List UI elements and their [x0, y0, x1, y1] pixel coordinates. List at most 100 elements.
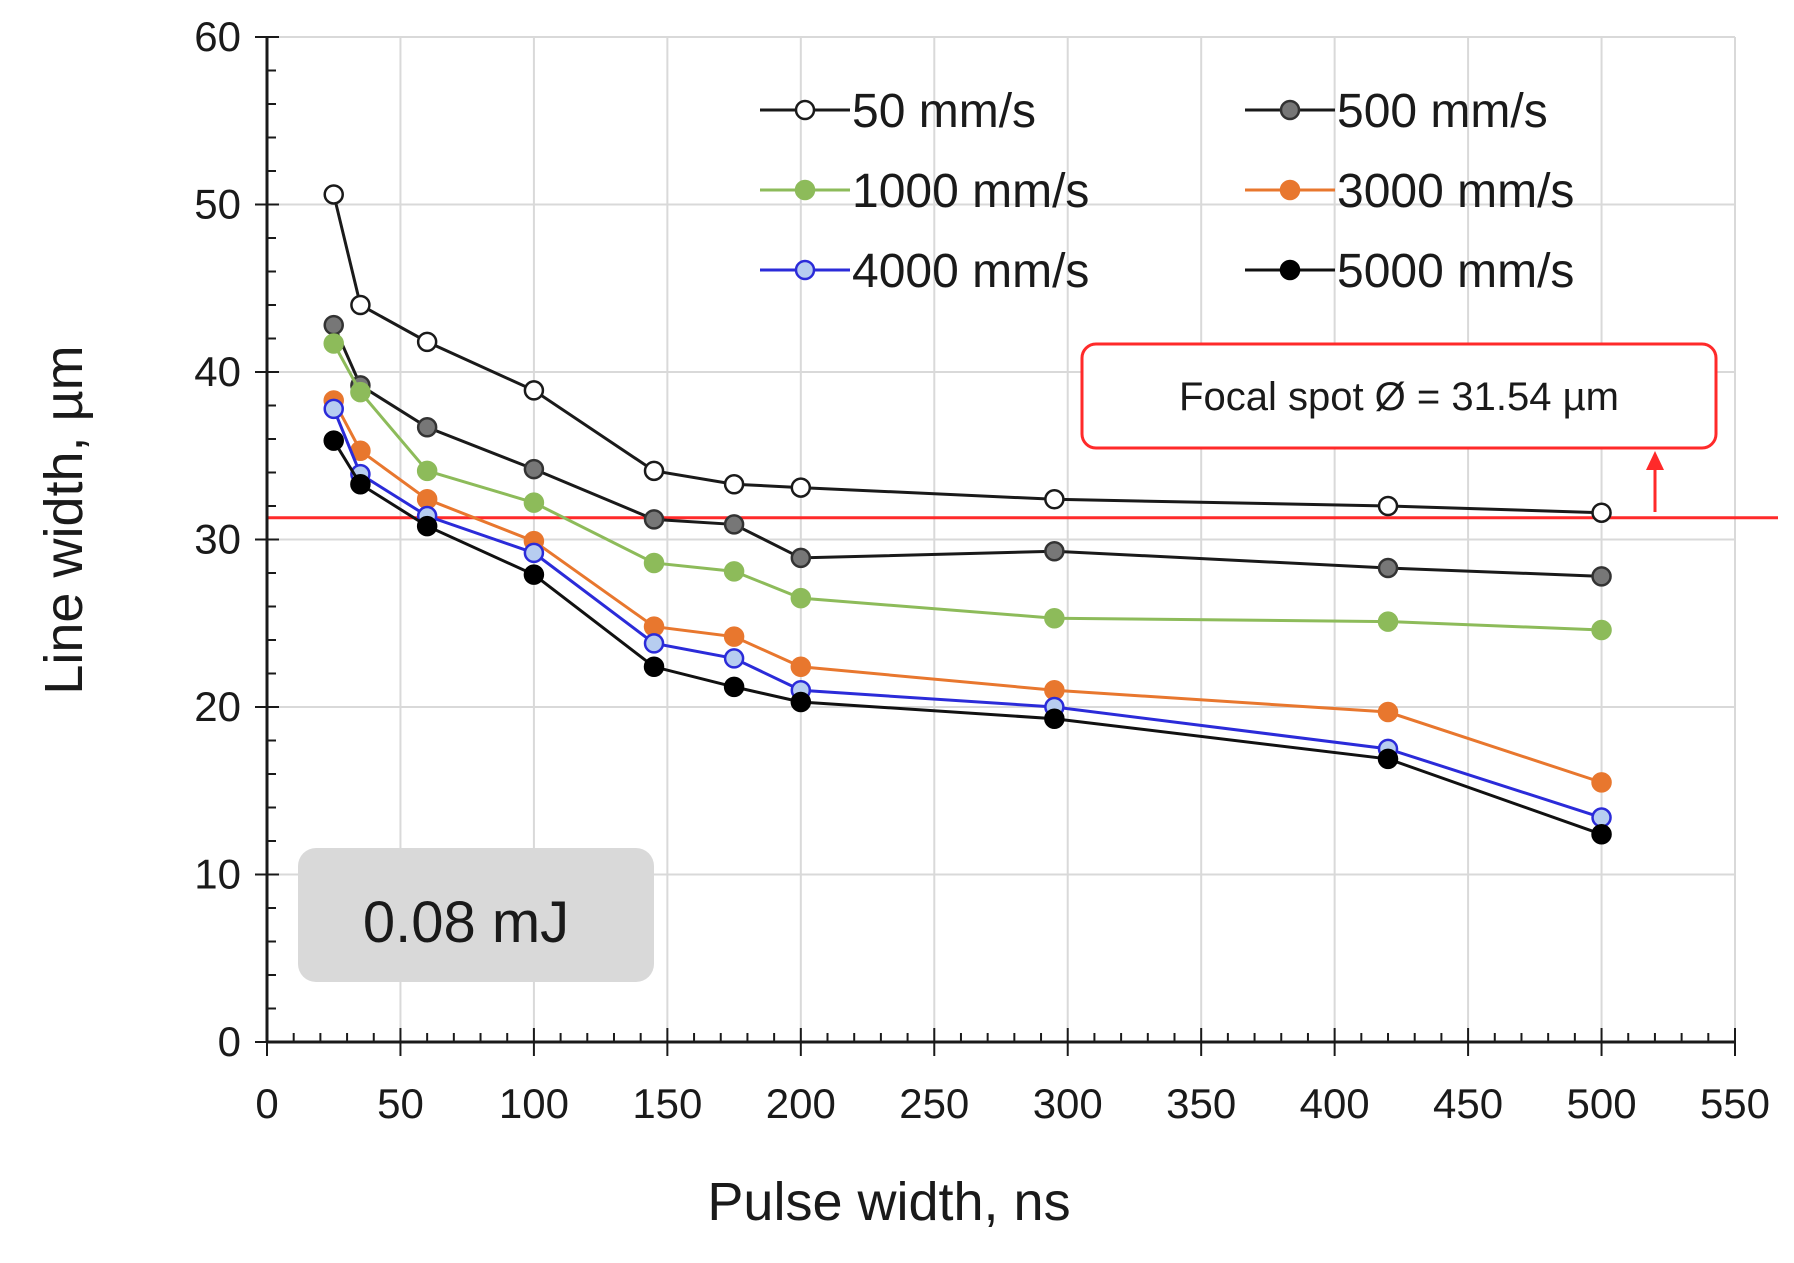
legend-marker	[1279, 259, 1301, 281]
series-line	[332, 439, 1603, 836]
data-point	[523, 380, 545, 401]
data-series	[323, 184, 1612, 845]
data-point	[323, 333, 344, 354]
data-point	[1044, 680, 1065, 701]
data-point	[723, 648, 745, 669]
data-point	[790, 656, 812, 678]
data-point	[643, 656, 665, 678]
data-point	[416, 331, 438, 353]
data-point	[643, 616, 665, 637]
y-tick-label: 40	[194, 348, 241, 395]
axes	[255, 36, 1736, 1056]
data-point	[1044, 489, 1065, 510]
legend-marker	[1279, 179, 1301, 201]
data-point	[416, 460, 438, 482]
data-point	[643, 633, 665, 654]
x-tick-label: 300	[1033, 1080, 1103, 1127]
data-point	[643, 509, 665, 530]
data-point	[790, 477, 812, 498]
energy-box	[298, 848, 654, 982]
data-point	[643, 460, 665, 482]
x-tick-label: 150	[632, 1080, 702, 1127]
focal-spot-box	[1080, 342, 1718, 450]
data-point	[723, 676, 745, 698]
focal-spot-label: Focal spot Ø = 31.54 µm	[1179, 375, 1619, 419]
data-point	[323, 184, 344, 205]
x-tick-label: 0	[255, 1080, 278, 1127]
data-point	[1044, 540, 1065, 562]
legend-label: 4000 mm/s	[852, 245, 1089, 298]
data-point	[1044, 607, 1065, 629]
legend-marker	[1279, 99, 1301, 121]
focal-spot-annotation: Focal spot Ø = 31.54 µm	[1080, 342, 1718, 512]
legend-item: 500 mm/s	[1245, 85, 1548, 138]
legend-marker	[794, 259, 816, 281]
y-tick-label: 60	[194, 13, 241, 60]
data-point	[1591, 824, 1612, 845]
series-line	[332, 408, 1603, 819]
data-point	[523, 564, 545, 585]
x-axis-title: Pulse width, ns	[707, 1172, 1070, 1232]
x-tick-label: 500	[1567, 1080, 1637, 1127]
data-point	[416, 515, 438, 537]
legend-marker	[794, 179, 816, 201]
series-line	[332, 342, 1602, 632]
data-point	[1044, 708, 1065, 729]
x-tick-label: 400	[1300, 1080, 1370, 1127]
data-point	[1377, 701, 1399, 723]
x-tick-label: 100	[499, 1080, 569, 1127]
x-tick-label: 450	[1433, 1080, 1503, 1127]
x-tick-label: 350	[1166, 1080, 1236, 1127]
legend-label: 50 mm/s	[852, 85, 1036, 138]
data-point	[1591, 619, 1612, 641]
data-point	[523, 492, 545, 513]
data-point	[323, 314, 344, 336]
series-1000-mm-s	[323, 333, 1612, 641]
data-point	[523, 458, 545, 480]
legend-label: 3000 mm/s	[1337, 165, 1574, 218]
legend-item: 50 mm/s	[760, 85, 1036, 138]
focal-spot-arrowhead	[1646, 451, 1664, 470]
data-point	[790, 691, 812, 713]
series-500-mm-s	[323, 314, 1612, 587]
data-point	[1377, 748, 1399, 770]
series-5000-mm-s	[323, 430, 1612, 845]
legend-label: 500 mm/s	[1337, 85, 1548, 138]
energy-label: 0.08 mJ	[363, 890, 569, 955]
data-point	[350, 294, 371, 316]
data-point	[350, 381, 371, 403]
legend: 50 mm/s 500 mm/s 1000 mm/s 3000 mm/s 4000 mm…	[760, 85, 1574, 298]
data-point	[1591, 502, 1612, 523]
legend-marker	[794, 99, 816, 121]
y-axis-title: Line width, µm	[34, 345, 94, 694]
y-tick-label: 0	[218, 1018, 241, 1065]
data-point	[523, 542, 545, 564]
x-tick-label: 550	[1700, 1080, 1770, 1127]
data-point	[723, 514, 745, 535]
y-tick-label: 10	[194, 851, 241, 898]
data-point	[643, 552, 665, 574]
x-tick-label: 250	[899, 1080, 969, 1127]
y-tick-label: 20	[194, 683, 241, 730]
data-point	[790, 587, 812, 609]
data-point	[1377, 557, 1399, 579]
data-point	[723, 561, 745, 582]
data-point	[723, 473, 745, 495]
legend-item: 4000 mm/s	[760, 245, 1089, 298]
data-point	[350, 473, 371, 495]
data-point	[1377, 495, 1399, 517]
series-50-mm-s	[323, 184, 1612, 523]
data-point	[416, 489, 438, 510]
series-line	[332, 194, 1602, 515]
x-tick-label: 200	[766, 1080, 836, 1127]
series-3000-mm-s	[323, 390, 1612, 793]
series-line	[332, 399, 1603, 784]
data-point	[416, 417, 438, 438]
data-point	[1591, 807, 1612, 828]
y-tick-label: 50	[194, 181, 241, 228]
energy-annotation: 0.08 mJ	[298, 848, 654, 982]
legend-item: 3000 mm/s	[1245, 165, 1574, 218]
series-line	[332, 324, 1602, 578]
data-point	[1591, 772, 1612, 793]
